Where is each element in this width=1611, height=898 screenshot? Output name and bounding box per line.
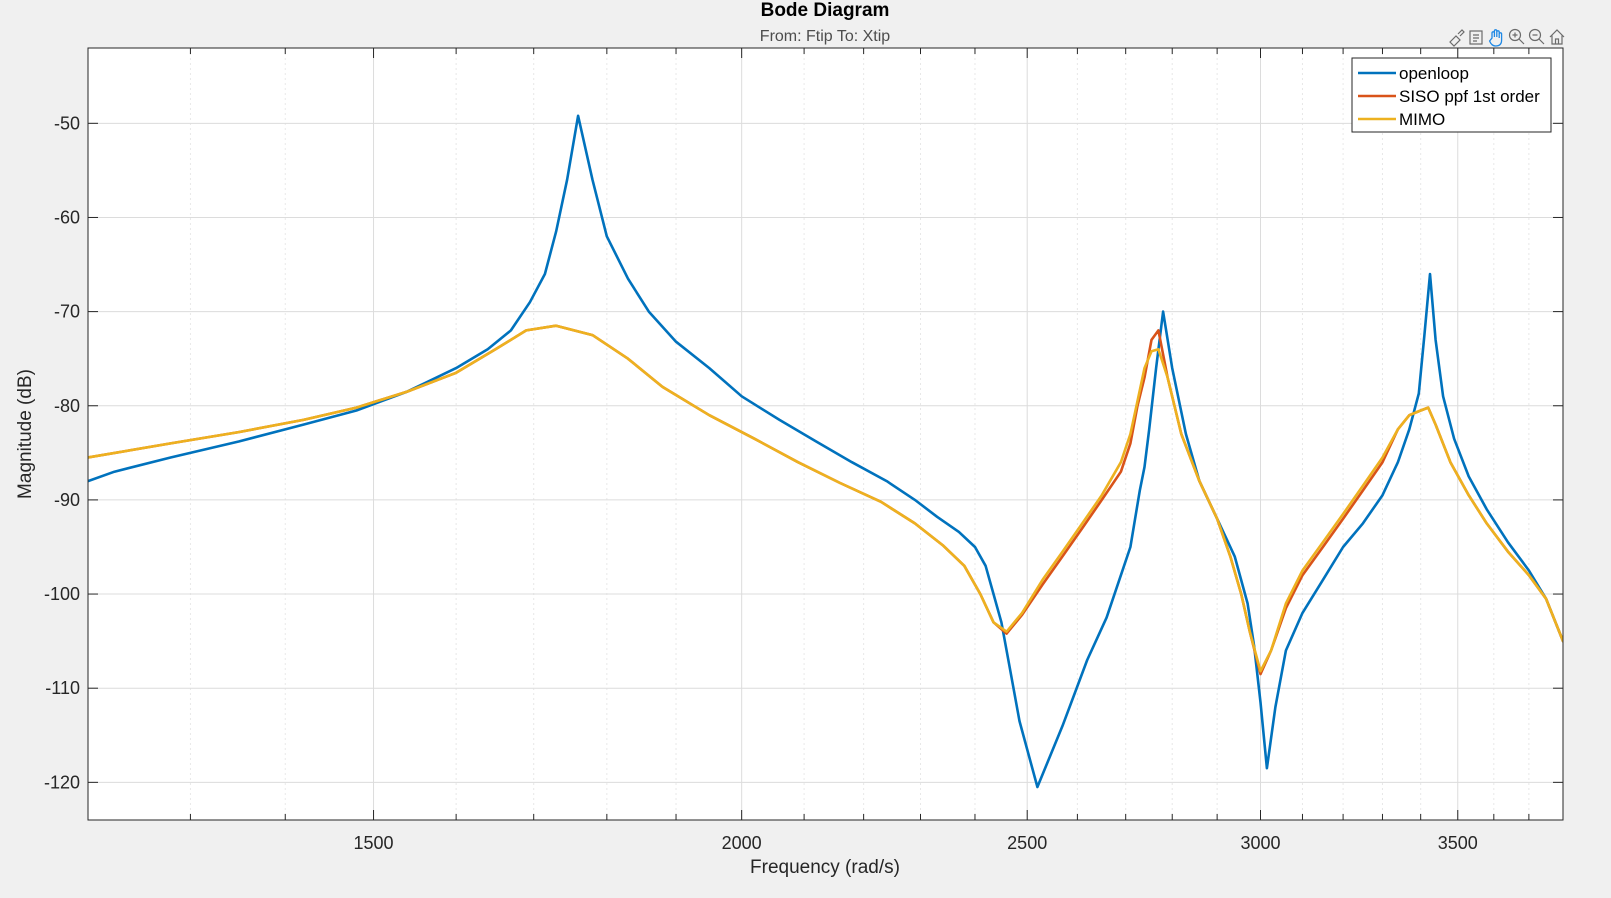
ticks — [88, 48, 1563, 820]
chart-subtitle: From: Ftip To: Xtip — [760, 28, 891, 45]
y-tick-label: -100 — [44, 584, 80, 604]
x-tick-label: 3000 — [1240, 833, 1280, 853]
x-tick-label: 2000 — [722, 833, 762, 853]
x-tick-label: 2500 — [1007, 833, 1047, 853]
x-tick-label: 1500 — [354, 833, 394, 853]
brush-icon[interactable] — [1449, 29, 1465, 47]
y-axis-label: Magnitude (dB) — [15, 369, 36, 499]
series-mimo[interactable] — [88, 324, 1563, 673]
y-tick-label: -50 — [54, 113, 80, 133]
y-tick-label: -110 — [45, 678, 80, 698]
home-icon[interactable] — [1549, 29, 1565, 45]
zoom-in-icon[interactable] — [1508, 28, 1525, 45]
legend[interactable]: openloop SISO ppf 1st order MIMO — [1351, 57, 1552, 133]
y-tick-label: -90 — [54, 490, 80, 510]
legend-label-openloop: openloop — [1399, 64, 1469, 83]
y-tick-label: -60 — [54, 207, 80, 227]
series-layer — [88, 114, 1563, 789]
y-tick-label: -120 — [44, 772, 80, 792]
tick-labels: 1500 2000 2500 3000 3500 -120 -110 -100 -90 -80 -7… — [44, 113, 1478, 853]
x-tick-label: 3500 — [1438, 833, 1478, 853]
grid — [88, 48, 1563, 820]
legend-label-siso: SISO ppf 1st order — [1399, 87, 1540, 106]
plot-area[interactable] — [88, 48, 1563, 820]
zoom-out-icon[interactable] — [1528, 28, 1545, 45]
series-openloop[interactable] — [88, 114, 1563, 789]
legend-label-mimo: MIMO — [1399, 110, 1445, 129]
y-tick-label: -80 — [54, 396, 80, 416]
plot-frame — [87, 47, 1564, 821]
pan-icon[interactable] — [1488, 29, 1503, 47]
x-axis-label: Frequency (rad/s) — [750, 857, 900, 878]
y-tick-label: -70 — [54, 302, 80, 322]
data-tip-icon[interactable] — [1469, 30, 1483, 45]
chart-title: Bode Diagram — [761, 0, 890, 21]
axes-toolbar — [1449, 28, 1565, 47]
